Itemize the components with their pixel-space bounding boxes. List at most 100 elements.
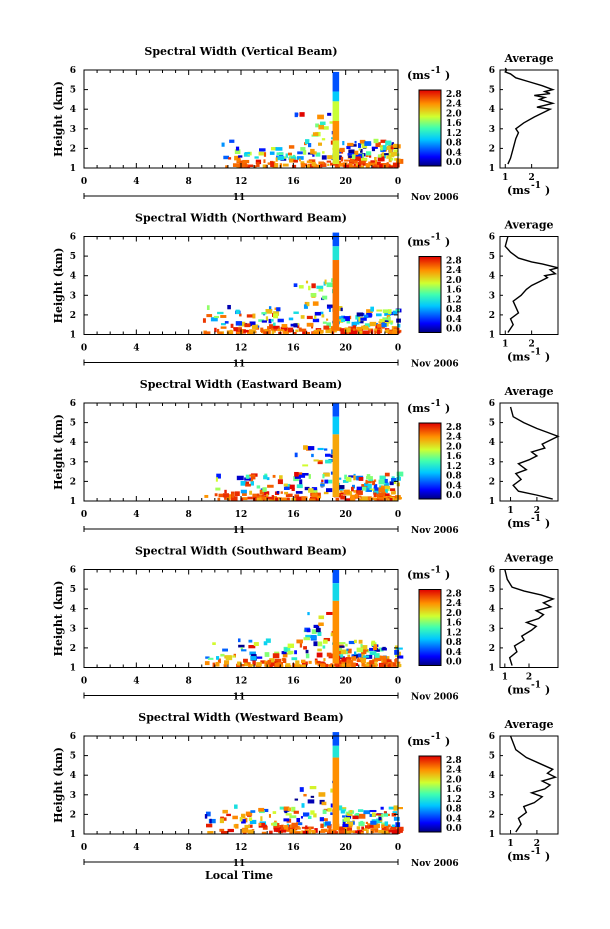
colorbar-tick-label: 2.4 bbox=[446, 266, 462, 276]
speckle-cell bbox=[369, 321, 377, 327]
speckle-cell bbox=[374, 653, 380, 658]
speckle-cell bbox=[250, 656, 257, 661]
speckle-cell bbox=[323, 822, 327, 827]
y-tick-label: 2 bbox=[70, 144, 76, 154]
side-y-tick-label: 4 bbox=[489, 272, 495, 282]
side-y-tick-label: 6 bbox=[489, 399, 495, 409]
speckle-cell bbox=[372, 646, 377, 651]
speckle-cell bbox=[354, 150, 359, 155]
speckle-cell bbox=[330, 812, 334, 816]
speckle-cell bbox=[244, 824, 251, 829]
speckle-cell bbox=[214, 327, 217, 333]
speckle-cell bbox=[248, 829, 254, 834]
speckle-cell bbox=[341, 661, 346, 666]
speckle-cell bbox=[205, 656, 210, 659]
speckle-cell bbox=[302, 812, 310, 817]
speckle-cell bbox=[250, 664, 254, 667]
speckle-cell bbox=[390, 662, 393, 668]
speckle-cell bbox=[378, 816, 382, 821]
speckle-cell bbox=[358, 148, 361, 151]
speckle-cell bbox=[383, 813, 389, 817]
speckle-cell bbox=[354, 321, 360, 325]
colorbar-unit-paren: ) bbox=[445, 402, 450, 415]
speckle-cell bbox=[294, 471, 299, 477]
speckle-cell bbox=[366, 476, 373, 480]
speckle-cell bbox=[202, 318, 206, 323]
y-tick-label: 2 bbox=[70, 477, 76, 487]
speckle-cell bbox=[253, 642, 259, 646]
speckle-cell bbox=[279, 806, 286, 810]
speckle-cell bbox=[240, 498, 244, 501]
speckle-cell bbox=[273, 311, 280, 316]
speckle-cell bbox=[389, 498, 393, 501]
speckle-cell bbox=[229, 329, 233, 333]
speckle-cell bbox=[342, 815, 345, 818]
speckle-cell bbox=[284, 329, 287, 333]
colorbar-tick-label: 0.4 bbox=[446, 148, 462, 158]
side-x-tick-label: 2 bbox=[529, 173, 535, 183]
speckle-cell bbox=[252, 493, 259, 499]
speckle-cell bbox=[282, 163, 289, 167]
speckle-cell bbox=[380, 806, 384, 810]
speckle-cell bbox=[275, 157, 278, 162]
speckle-cell bbox=[397, 323, 401, 328]
colorbar-tick-label: 2.4 bbox=[446, 100, 462, 110]
speckle-cell bbox=[390, 491, 396, 495]
speckle-cell bbox=[255, 159, 262, 165]
speckle-cell bbox=[300, 163, 306, 168]
speckle-cell bbox=[344, 498, 351, 501]
speckle-cell bbox=[357, 829, 364, 834]
speckle-cell bbox=[303, 793, 307, 797]
speckle-cell bbox=[305, 649, 309, 654]
speckle-cell bbox=[352, 815, 359, 820]
speckle-cell bbox=[261, 329, 268, 334]
speckle-cell bbox=[216, 473, 221, 479]
y-axis-label: Height (km) bbox=[52, 747, 65, 823]
speckle-cell bbox=[375, 813, 382, 816]
column-cell bbox=[332, 101, 340, 121]
speckle-cell bbox=[390, 496, 395, 501]
speckle-cell bbox=[274, 163, 279, 168]
speckle-cell bbox=[301, 803, 305, 808]
speckle-cell bbox=[252, 313, 256, 319]
speckle-cell bbox=[397, 475, 400, 480]
speckle-cell bbox=[360, 658, 366, 664]
y-tick-label: 1 bbox=[70, 331, 76, 341]
speckle-cell bbox=[336, 306, 343, 311]
speckle-cell bbox=[248, 817, 253, 821]
speckle-cell bbox=[286, 483, 291, 488]
speckle-cell bbox=[320, 483, 325, 487]
speckle-cell bbox=[338, 830, 345, 834]
y-tick-label: 2 bbox=[70, 810, 76, 820]
speckle-cell bbox=[316, 652, 323, 658]
speckle-cell bbox=[249, 490, 253, 495]
speckle-cell bbox=[351, 662, 356, 668]
panel-title: Spectral Width (Southward Beam) bbox=[135, 545, 347, 558]
speckle-cell bbox=[308, 827, 312, 832]
speckle-cell bbox=[220, 315, 227, 318]
speckle-cell bbox=[344, 159, 349, 162]
speckle-cell bbox=[309, 164, 314, 168]
speckle-cell bbox=[276, 152, 284, 156]
speckle-cell bbox=[296, 156, 304, 160]
speckle-cell bbox=[298, 822, 303, 826]
colorbar-tick-label: 1.6 bbox=[446, 785, 462, 795]
x-tick-label: 4 bbox=[133, 510, 139, 520]
speckle-cell bbox=[227, 304, 231, 310]
speckle-cell bbox=[241, 819, 246, 824]
speckle-cell bbox=[265, 309, 273, 314]
speckle-cell bbox=[298, 327, 302, 330]
speckle-cell bbox=[384, 153, 389, 156]
speckle-cell bbox=[340, 490, 343, 493]
colorbar-tick-label: 0.0 bbox=[446, 824, 462, 834]
speckle-cell bbox=[373, 479, 377, 482]
side-y-tick-label: 1 bbox=[489, 497, 495, 507]
speckle-cell bbox=[217, 331, 223, 335]
speckle-cell bbox=[284, 825, 288, 830]
speckle-cell bbox=[256, 662, 262, 667]
colorbar-tick-label: 2.4 bbox=[446, 766, 462, 776]
speckle-cell bbox=[266, 477, 270, 481]
y-tick-label: 3 bbox=[70, 125, 76, 135]
speckle-cell bbox=[322, 639, 328, 644]
speckle-cell bbox=[359, 495, 362, 498]
